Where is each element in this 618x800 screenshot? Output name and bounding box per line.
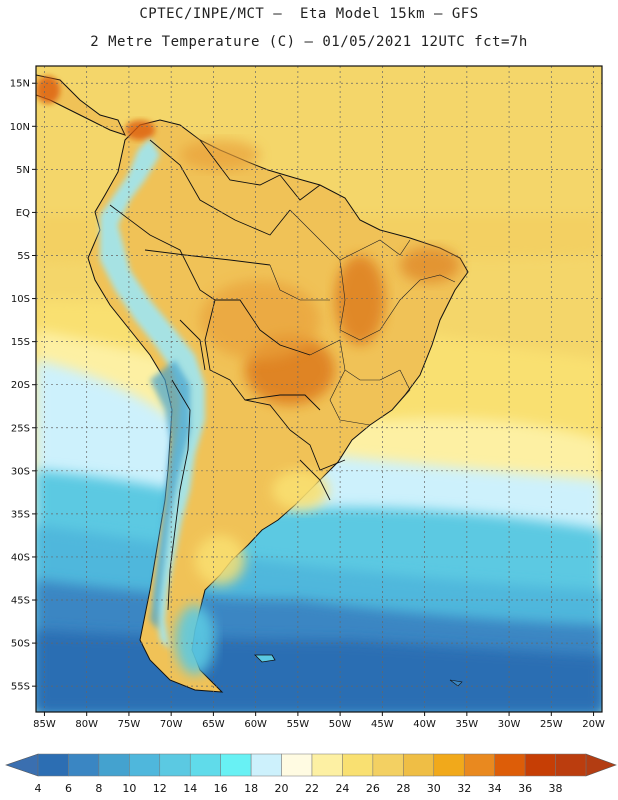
lat-tick-label: 20S: [11, 380, 30, 391]
colorbar-label: 26: [366, 782, 380, 795]
colorbar-swatch: [159, 753, 191, 777]
colorbar-swatch: [189, 753, 221, 777]
lat-tick-label: 25S: [11, 423, 30, 434]
colorbar-label: 20: [275, 782, 289, 795]
colorbar-label: 10: [122, 782, 136, 795]
colorbar-swatch: [403, 753, 435, 777]
colorbar-swatch: [98, 753, 130, 777]
colorbar-swatch: [68, 753, 100, 777]
lat-tick-label: 5S: [17, 251, 30, 262]
colorbar-label: 4: [35, 782, 42, 795]
colorbar-swatch: [281, 753, 313, 777]
lat-tick-label: 45S: [11, 596, 30, 607]
colorbar-label: 38: [549, 782, 563, 795]
colorbar-swatch: [220, 753, 252, 777]
colorbar-label: 6: [65, 782, 72, 795]
lat-tick-label: 40S: [11, 552, 30, 563]
colorbar-swatch: [129, 753, 161, 777]
colorbar-label: 16: [214, 782, 228, 795]
colorbar-label: 32: [457, 782, 471, 795]
lon-tick-label: 85W: [33, 719, 56, 730]
title-line-1: CPTEC/INPE/MCT – Eta Model 15km – GFS: [139, 6, 479, 22]
lon-tick-label: 25W: [540, 719, 563, 730]
lat-tick-label: 35S: [11, 509, 30, 520]
colorbar-swatch: [372, 753, 404, 777]
lat-tick-label: 15N: [10, 79, 30, 90]
colorbar-swatch: [524, 753, 556, 777]
colorbar-label: 22: [305, 782, 319, 795]
colorbar-label: 8: [95, 782, 102, 795]
lon-tick-label: 60W: [244, 719, 267, 730]
lat-tick-label: 30S: [11, 466, 30, 477]
lon-tick-label: 80W: [75, 719, 98, 730]
colorbar-swatch: [250, 753, 282, 777]
colorbar-label: 34: [488, 782, 502, 795]
lat-tick-label: 10S: [11, 294, 30, 305]
lon-tick-label: 75W: [118, 719, 141, 730]
lon-tick-label: 20W: [582, 719, 605, 730]
colorbar-label: 30: [427, 782, 441, 795]
andes-cold-strip: [100, 138, 205, 650]
lon-tick-label: 55W: [287, 719, 310, 730]
colorbar-label: 24: [335, 782, 349, 795]
colorbar-label: 28: [396, 782, 410, 795]
axes: 15N 10N 5N EQ 5S 10S 15S 20S 25S 30S 35S 40S 45S 50S 5…: [10, 79, 605, 730]
colorbar-swatch: [433, 753, 465, 777]
lat-tick-label: 15S: [11, 337, 30, 348]
state-borders: [269, 209, 456, 426]
lon-tick-label: 45W: [371, 719, 394, 730]
title-line-2: 2 Metre Temperature (C) – 01/05/2021 12U…: [90, 34, 528, 50]
lat-tick-label: 55S: [11, 682, 30, 693]
falkland-islands: [254, 654, 276, 663]
colorbar: 4 6 8 10 12 14 16 18 20 22 24 26 28 30 32 34 36 38: [5, 753, 617, 795]
colorbar-swatch: [494, 753, 526, 777]
colorbar-swatch: [342, 753, 374, 777]
lon-tick-label: 35W: [456, 719, 479, 730]
lon-tick-label: 30W: [498, 719, 521, 730]
lon-tick-label: 70W: [160, 719, 183, 730]
south-georgia: [449, 679, 463, 687]
colorbar-swatch: [555, 753, 587, 777]
colorbar-label: 12: [153, 782, 167, 795]
graticule: [36, 66, 602, 712]
colorbar-swatch: [37, 753, 69, 777]
country-borders: [109, 139, 346, 611]
lat-tick-label: 10N: [10, 122, 30, 133]
lat-tick-label: 50S: [11, 639, 30, 650]
colorbar-high-arrow: [585, 753, 617, 777]
lon-tick-label: 50W: [329, 719, 352, 730]
colorbar-label: 14: [183, 782, 197, 795]
lon-tick-label: 65W: [202, 719, 225, 730]
lon-tick-label: 40W: [413, 719, 436, 730]
map-panel: [36, 66, 602, 712]
colorbar-swatch: [311, 753, 343, 777]
lat-tick-label: 5N: [16, 165, 30, 176]
colorbar-label: 18: [244, 782, 258, 795]
colorbar-swatch: [463, 753, 495, 777]
colorbar-low-arrow: [5, 753, 39, 777]
colorbar-label: 36: [518, 782, 532, 795]
map-frame: [35, 65, 603, 713]
andes-coldest: [150, 360, 190, 630]
lat-tick-label: EQ: [16, 208, 30, 219]
